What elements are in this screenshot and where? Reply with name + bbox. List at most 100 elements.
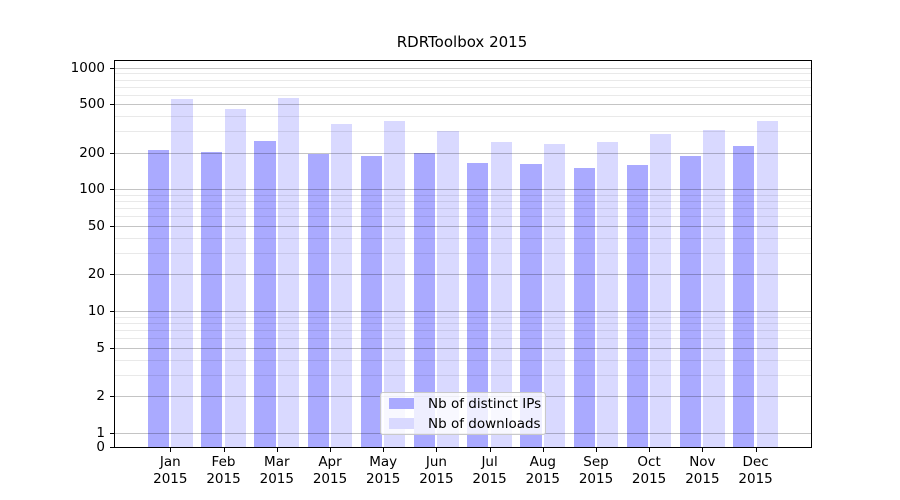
bar-nb-of-downloads-jan-2015: [171, 98, 193, 447]
x-tick-mark-oct-2015: [649, 448, 651, 452]
x-tick-label-feb-2015: Feb 2015: [206, 454, 241, 487]
x-tick-label-jul-2015: Jul 2015: [472, 454, 507, 487]
x-tick-mark-feb-2015: [223, 448, 225, 452]
y-tick-mark-100: [110, 189, 115, 191]
gridline-minor-4: [115, 359, 811, 361]
y-tick-mark-1: [110, 432, 115, 434]
bar-nb-of-downloads-jun-2015: [437, 130, 459, 447]
y-tick-mark-2: [110, 396, 115, 398]
gridline-major-100: [115, 189, 811, 191]
gridline-minor-7: [115, 329, 811, 331]
x-tick-mark-jan-2015: [170, 448, 172, 452]
y-tick-label-0: 0: [96, 439, 105, 455]
gridline-minor-30: [115, 253, 811, 254]
x-tick-label-dec-2015: Dec 2015: [738, 454, 773, 487]
legend-label-downloads: Nb of downloads: [428, 415, 541, 432]
y-tick-label-1000: 1000: [70, 59, 105, 76]
y-tick-mark-10: [110, 311, 115, 312]
bar-nb-of-downloads-aug-2015: [543, 143, 566, 447]
gridline-minor-8: [115, 322, 811, 324]
legend-label-distinct-ips: Nb of distinct IPs: [428, 395, 542, 412]
x-tick-mark-nov-2015: [702, 448, 704, 452]
bar-nb-of-downloads-oct-2015: [650, 133, 672, 447]
gridline-minor-800: [115, 79, 811, 81]
bar-nb-of-distinct-ips-jul-2015: [467, 162, 489, 447]
x-tick-label-nov-2015: Nov 2015: [685, 454, 720, 487]
bar-nb-of-distinct-ips-oct-2015: [626, 164, 649, 447]
x-tick-label-apr-2015: Apr 2015: [312, 454, 348, 487]
x-tick-label-jun-2015: Jun 2015: [419, 454, 454, 487]
y-tick-label-50: 50: [87, 218, 105, 234]
bar-nb-of-downloads-may-2015: [384, 121, 406, 447]
y-tick-label-5: 5: [96, 339, 105, 356]
gridline-minor-60: [115, 216, 811, 218]
gridline-minor-300: [115, 131, 811, 133]
bar-nb-of-distinct-ips-feb-2015: [201, 151, 223, 447]
legend: Nb of distinct IPs Nb of downloads: [380, 392, 546, 435]
y-tick-mark-1000: [110, 67, 115, 69]
gridline-minor-600: [115, 94, 811, 96]
y-tick-label-2: 2: [96, 388, 105, 405]
bar-nb-of-downloads-sep-2015: [597, 142, 619, 447]
y-tick-label-500: 500: [79, 96, 105, 113]
x-tick-mark-apr-2015: [330, 448, 331, 452]
x-tick-mark-may-2015: [383, 448, 385, 452]
chart-title: RDRToolbox 2015: [396, 33, 528, 51]
bar-nb-of-distinct-ips-may-2015: [360, 155, 383, 447]
gridline-minor-40: [115, 237, 811, 239]
gridline-major-1000: [115, 67, 811, 69]
x-tick-mark-dec-2015: [755, 448, 757, 452]
legend-swatch-distinct-ips: [389, 398, 414, 409]
gridline-major-200: [115, 152, 811, 154]
gridline-major-50: [115, 226, 811, 227]
bar-nb-of-distinct-ips-nov-2015: [680, 155, 702, 447]
y-tick-label-1: 1: [96, 424, 105, 441]
x-tick-label-oct-2015: Oct 2015: [631, 454, 667, 487]
bar-nb-of-downloads-dec-2015: [756, 121, 778, 447]
y-tick-mark-0: [110, 447, 115, 448]
bar-nb-of-downloads-nov-2015: [703, 130, 725, 447]
gridline-minor-90: [115, 195, 811, 196]
legend-swatch-downloads: [389, 418, 414, 429]
gridline-major-500: [115, 104, 811, 106]
y-tick-label-20: 20: [87, 266, 105, 283]
bar-nb-of-downloads-apr-2015: [331, 123, 353, 447]
gridline-major-5: [115, 347, 811, 349]
gridline-major-20: [115, 274, 811, 276]
x-tick-label-may-2015: May 2015: [366, 454, 401, 487]
bar-nb-of-downloads-jul-2015: [490, 142, 512, 447]
gridline-minor-6: [115, 338, 811, 339]
y-tick-mark-20: [110, 274, 115, 276]
gridline-minor-9: [115, 316, 811, 318]
bar-nb-of-distinct-ips-jan-2015: [148, 149, 170, 447]
gridline-minor-3: [115, 374, 811, 376]
y-tick-mark-50: [110, 226, 115, 227]
x-tick-label-jan-2015: Jan 2015: [153, 454, 188, 487]
y-tick-label-100: 100: [79, 181, 105, 198]
x-tick-mark-jun-2015: [436, 448, 438, 452]
y-tick-label-200: 200: [79, 144, 105, 161]
plot-area: Nb of distinct IPs Nb of downloads: [114, 60, 812, 448]
bar-nb-of-distinct-ips-aug-2015: [520, 163, 542, 447]
x-tick-mark-jul-2015: [489, 448, 491, 452]
legend-entry-distinct-ips: Nb of distinct IPs: [381, 395, 545, 412]
x-tick-label-mar-2015: Mar 2015: [259, 454, 294, 487]
bar-nb-of-distinct-ips-apr-2015: [307, 153, 329, 447]
legend-entry-downloads: Nb of downloads: [381, 415, 545, 432]
gridline-minor-70: [115, 208, 811, 210]
bar-nb-of-distinct-ips-mar-2015: [254, 141, 276, 447]
gridline-minor-80: [115, 201, 811, 203]
bar-nb-of-distinct-ips-jun-2015: [414, 153, 436, 447]
y-tick-mark-5: [110, 347, 115, 349]
gridline-minor-700: [115, 86, 811, 88]
y-tick-label-10: 10: [87, 303, 105, 319]
x-tick-mark-aug-2015: [542, 448, 544, 452]
bar-nb-of-downloads-mar-2015: [277, 98, 300, 447]
x-tick-mark-mar-2015: [276, 448, 278, 452]
gridline-major-10: [115, 311, 811, 312]
x-tick-mark-sep-2015: [596, 448, 597, 452]
bar-nb-of-distinct-ips-dec-2015: [733, 146, 755, 447]
y-tick-mark-200: [110, 152, 115, 154]
gridline-minor-900: [115, 73, 811, 75]
